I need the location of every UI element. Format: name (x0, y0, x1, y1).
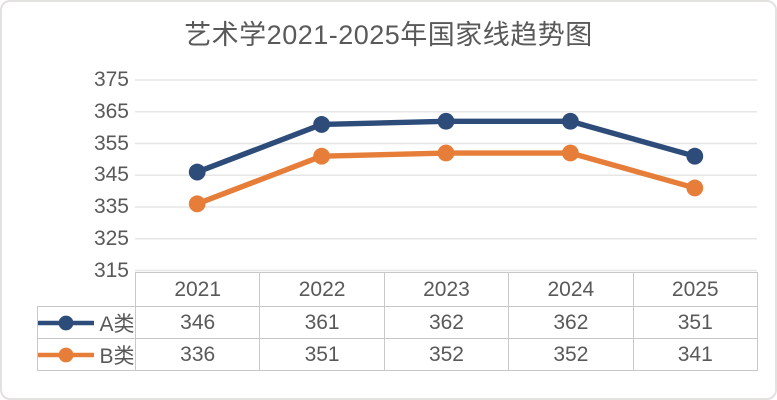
table-header-cell: 2021 (134, 272, 261, 307)
y-tick-label: 375 (93, 68, 129, 91)
table-cell: 351 (632, 306, 758, 339)
table-cell: 352 (383, 338, 510, 371)
table-cell: 351 (259, 338, 385, 371)
data-point (313, 147, 330, 165)
table-cell: 362 (383, 306, 510, 339)
legend-cell: B类 (37, 338, 136, 371)
y-tick-label: 325 (93, 226, 129, 250)
table-cell: 352 (508, 338, 634, 371)
data-point (437, 144, 455, 162)
data-point (562, 144, 579, 162)
table-header-cell: 2024 (508, 272, 634, 307)
data-point (437, 112, 455, 130)
y-tick-label: 345 (93, 163, 129, 187)
y-tick-label: 315 (93, 258, 129, 282)
table-row: B类 336 351 352 352 341 (37, 338, 758, 371)
data-point (188, 163, 206, 181)
table-header-cell: 2022 (259, 272, 385, 307)
table-cell: 361 (259, 306, 385, 339)
legend-marker-icon (38, 315, 95, 330)
legend-label: A类 (99, 312, 135, 336)
legend-marker-icon (38, 347, 95, 362)
y-tick-label: 355 (93, 131, 129, 155)
data-point (562, 112, 579, 130)
table-header-cell: 2023 (383, 272, 510, 307)
legend-cell: A类 (37, 306, 136, 339)
table-cell: 341 (632, 338, 758, 371)
legend-label: B类 (99, 344, 135, 368)
table-cell: 336 (134, 338, 261, 371)
legend-entry: A类 (38, 308, 135, 338)
legend-entry: B类 (38, 340, 135, 370)
table-cell: 346 (134, 306, 261, 339)
table-corner-cell (38, 273, 136, 307)
data-point (313, 116, 330, 133)
y-tick-label: 365 (93, 99, 129, 123)
table-row: A类 346 361 362 362 351 (37, 306, 758, 339)
data-table: 2021 2022 2023 2024 2025 A类 346 361 362 362 351 B类 3… (37, 272, 758, 371)
table-header-row: 2021 2022 2023 2024 2025 (38, 272, 758, 307)
table-cell: 362 (508, 306, 634, 339)
data-point (686, 147, 704, 165)
data-point (188, 195, 206, 213)
table-header-cell: 2025 (632, 272, 758, 307)
data-point (686, 179, 704, 197)
y-tick-label: 335 (93, 195, 129, 218)
chart-title: 艺术学2021-2025年国家线趋势图 (184, 20, 593, 50)
